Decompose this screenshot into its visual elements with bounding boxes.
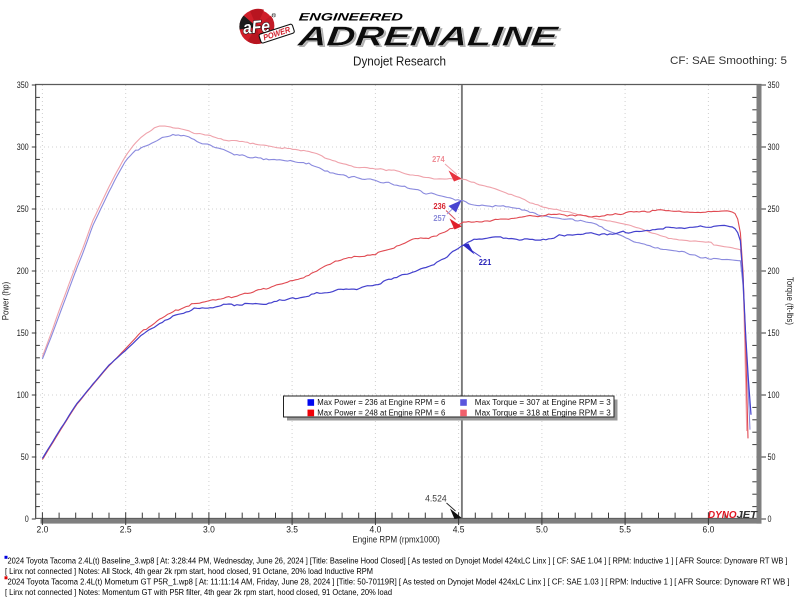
- svg-text:200: 200: [768, 266, 780, 277]
- svg-text:236: 236: [433, 201, 446, 211]
- svg-text:Engine RPM (rpmx1000): Engine RPM (rpmx1000): [352, 534, 440, 545]
- svg-text:Dynojet Research: Dynojet Research: [353, 54, 446, 69]
- svg-text:2.0: 2.0: [37, 524, 49, 535]
- svg-text:200: 200: [17, 266, 29, 277]
- svg-text:Power (hp): Power (hp): [1, 282, 12, 321]
- svg-text:[ Linx not connected ] Notes:: [ Linx not connected ] Notes: Momentum G…: [5, 587, 392, 597]
- svg-text:ENGINEERED: ENGINEERED: [298, 12, 404, 24]
- svg-text:300: 300: [768, 142, 780, 153]
- svg-text:250: 250: [768, 204, 780, 215]
- svg-text:274: 274: [432, 154, 445, 164]
- svg-text:DYNO: DYNO: [708, 510, 737, 521]
- svg-text:Max Torque = 307 at Engine RPM: Max Torque = 307 at Engine RPM = 3: [475, 397, 611, 407]
- svg-text:3.0: 3.0: [203, 524, 215, 535]
- svg-text:150: 150: [768, 328, 780, 339]
- svg-text:Max Power = 236 at Engine RPM: Max Power = 236 at Engine RPM = 6: [317, 397, 445, 407]
- svg-text:5.0: 5.0: [536, 524, 548, 535]
- svg-text:R: R: [272, 13, 275, 18]
- svg-text:350: 350: [768, 80, 780, 91]
- svg-text:221: 221: [479, 257, 492, 267]
- svg-text:50: 50: [21, 452, 29, 463]
- svg-text:50: 50: [768, 452, 776, 463]
- svg-text:Max Power = 248 at Engine RPM: Max Power = 248 at Engine RPM = 6: [317, 407, 445, 417]
- svg-text:Max Torque = 318 at Engine RPM: Max Torque = 318 at Engine RPM = 3: [475, 407, 611, 417]
- svg-text:250: 250: [17, 204, 29, 215]
- svg-text:3.5: 3.5: [286, 524, 298, 535]
- svg-text:150: 150: [17, 328, 29, 339]
- svg-text:0: 0: [768, 514, 772, 525]
- svg-text:ADRENALINE: ADRENALINE: [297, 22, 563, 53]
- svg-text:4.5: 4.5: [453, 524, 465, 535]
- svg-text:100: 100: [768, 390, 780, 401]
- svg-text:300: 300: [17, 142, 29, 153]
- svg-text:0: 0: [25, 514, 29, 525]
- svg-text:CF: SAE Smoothing: 5: CF: SAE Smoothing: 5: [670, 55, 787, 67]
- svg-text:4.524: 4.524: [425, 494, 447, 504]
- svg-text:100: 100: [17, 390, 29, 401]
- svg-text:2.5: 2.5: [120, 524, 132, 535]
- svg-text:Torque (ft-lbs): Torque (ft-lbs): [784, 277, 795, 325]
- svg-text:ADRENALINE: ADRENALINE: [295, 20, 561, 51]
- svg-text:257: 257: [433, 213, 446, 223]
- svg-text:350: 350: [17, 80, 29, 91]
- svg-text:2024 Toyota Tacoma 2.4L(t) Mom: 2024 Toyota Tacoma 2.4L(t) Mometum GT P5…: [8, 576, 790, 586]
- svg-text:4.0: 4.0: [370, 524, 382, 535]
- svg-text:6.0: 6.0: [703, 524, 715, 535]
- svg-text:JET: JET: [737, 510, 758, 521]
- svg-text:2024 Toyota Tacoma 2.4L(t) Bas: 2024 Toyota Tacoma 2.4L(t) Baseline_3.wp…: [8, 556, 788, 566]
- svg-text:[ Linx not connected ] Notes:: [ Linx not connected ] Notes: All Stock,…: [5, 566, 373, 576]
- svg-text:5.5: 5.5: [619, 524, 631, 535]
